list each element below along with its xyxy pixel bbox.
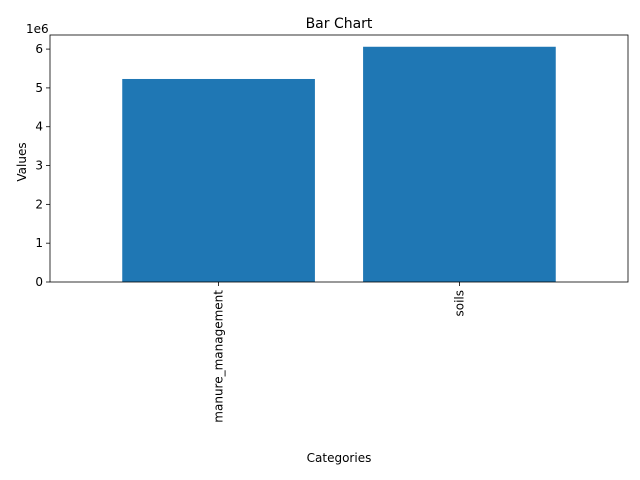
y-tick-label: 2 <box>35 197 43 211</box>
y-tick-label: 4 <box>35 120 43 134</box>
y-tick-label: 6 <box>35 42 43 56</box>
y-axis-offset-label: 1e6 <box>26 22 49 36</box>
x-axis-label: Categories <box>307 451 372 465</box>
plot-frame <box>49 34 629 283</box>
y-axis-label: Values <box>15 142 29 181</box>
bar-manure-management <box>122 78 315 282</box>
chart-title: Bar Chart <box>306 16 373 32</box>
x-tick-label: soils <box>452 290 466 317</box>
ticks-layer: manure_management soils 0 1 2 3 4 5 6 <box>35 42 466 423</box>
axes-frame <box>49 34 629 283</box>
y-tick-label: 1 <box>35 236 43 250</box>
y-tick-label: 0 <box>35 275 43 289</box>
bar-soils <box>363 46 556 283</box>
y-tick-label: 3 <box>35 159 43 173</box>
x-tick-label: manure_management <box>212 290 226 423</box>
bars-layer <box>122 46 556 283</box>
y-tick-label: 5 <box>35 81 43 95</box>
